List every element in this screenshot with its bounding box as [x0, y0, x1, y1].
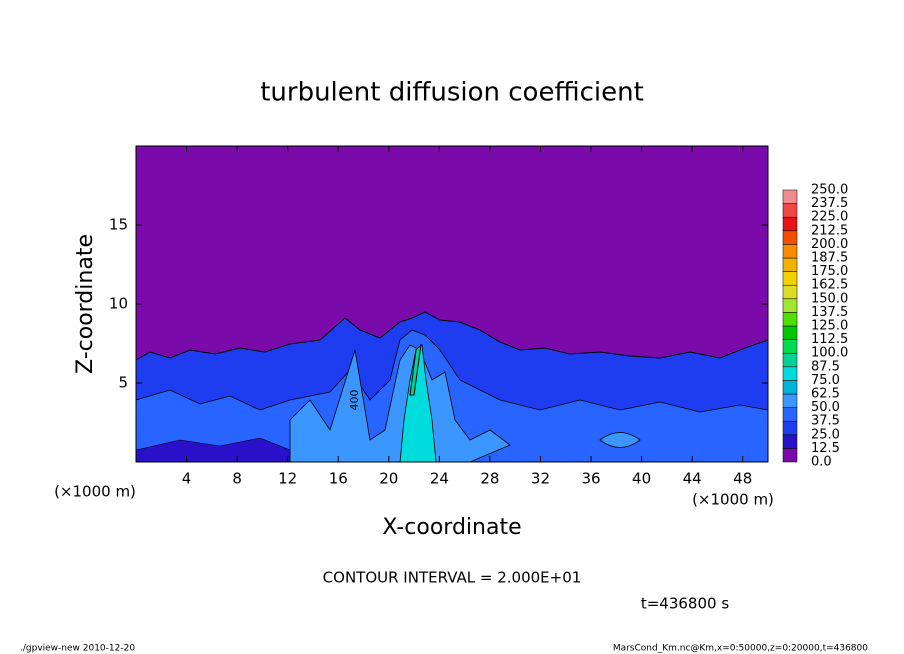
x-tick-label: 28 — [480, 470, 499, 488]
colorbar-label: 225.0 — [811, 210, 848, 225]
colorbar-label: 162.5 — [811, 278, 848, 293]
colorbar-swatch — [782, 257, 798, 272]
colorbar-label: 200.0 — [811, 237, 848, 252]
colorbar-label: 0.0 — [811, 455, 832, 470]
x-tick-label: 32 — [531, 470, 550, 488]
x-tick-label: 12 — [278, 470, 297, 488]
colorbar-swatch — [782, 434, 798, 449]
x-tick-label: 36 — [581, 470, 600, 488]
colorbar-swatch — [782, 230, 798, 245]
x-tick-label: 20 — [379, 470, 398, 488]
colorbar-label: 75.0 — [811, 373, 840, 388]
colorbar-swatch — [782, 284, 798, 300]
x-axis-label: X-coordinate — [382, 515, 521, 540]
x-tick-label: 44 — [683, 470, 702, 488]
colorbar-label: 50.0 — [811, 400, 840, 415]
colorbar-label: 187.5 — [811, 251, 848, 266]
contour-interval: CONTOUR INTERVAL = 2.000E+01 — [323, 569, 582, 587]
colorbar-label: 237.5 — [811, 196, 848, 211]
x-tick-label: 40 — [632, 470, 651, 488]
y-tick-label: 10 — [109, 295, 128, 313]
x-tick-label: 16 — [329, 470, 348, 488]
colorbar-swatch — [782, 244, 798, 259]
colorbar-label: 87.5 — [811, 359, 840, 374]
colorbar-label: 175.0 — [811, 264, 848, 279]
colorbar-label: 100.0 — [811, 346, 848, 361]
colorbar-label: 125.0 — [811, 319, 848, 334]
colorbar-swatch — [782, 380, 798, 395]
colorbar-swatch — [782, 339, 798, 354]
field-region — [409, 343, 422, 396]
colorbar-label: 150.0 — [811, 291, 848, 306]
x-unit: (×1000 m) — [692, 491, 774, 509]
colorbar-label: 212.5 — [811, 223, 848, 238]
colorbar-label: 12.5 — [811, 441, 840, 456]
x-tick-label: 4 — [182, 470, 192, 488]
colorbar-swatch — [782, 216, 798, 232]
contour-label: 400 — [348, 390, 361, 411]
colorbar-swatch — [782, 189, 798, 204]
colorbar-swatch — [782, 271, 798, 286]
colorbar-label: 62.5 — [811, 387, 840, 402]
colorbar-label: 250.0 — [811, 183, 848, 198]
field — [135, 146, 769, 463]
chart-title: turbulent diffusion coefficient — [260, 78, 644, 108]
field-region — [399, 344, 437, 463]
y-axis-label: Z-coordinate — [73, 234, 98, 374]
colorbar-swatch — [782, 393, 798, 408]
footer-left: ./gpview-new 2010-12-20 — [20, 644, 135, 654]
footer-right: MarsCond_Km.nc@Km,x=0:50000,z=0:20000,t=… — [613, 644, 868, 654]
colorbar-swatch — [782, 420, 798, 436]
colorbar-label: 25.0 — [811, 427, 840, 442]
colorbar-label: 112.5 — [811, 332, 848, 347]
x-tick-label: 8 — [232, 470, 242, 488]
field-region — [599, 432, 641, 448]
colorbar-swatch — [782, 448, 798, 463]
x-unit: (×1000 m) — [54, 483, 136, 501]
x-tick-label: 24 — [430, 470, 449, 488]
colorbar-swatch — [782, 325, 798, 340]
colorbar-swatch — [782, 352, 798, 368]
colorbar-swatch — [782, 366, 798, 381]
colorbar-label: 137.5 — [811, 305, 848, 320]
x-tick-label: 48 — [733, 470, 752, 488]
colorbar-swatch — [782, 407, 798, 422]
colorbar-swatch — [782, 203, 798, 218]
y-tick-label: 15 — [109, 216, 128, 234]
y-tick-label: 5 — [118, 374, 128, 392]
colorbar-swatch — [782, 298, 798, 313]
colorbar-label: 37.5 — [811, 414, 840, 429]
time-label: t=436800 s — [641, 595, 729, 613]
field-region — [289, 344, 511, 463]
colorbar-swatch — [782, 312, 798, 327]
